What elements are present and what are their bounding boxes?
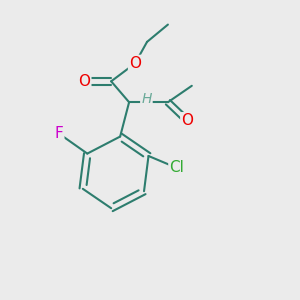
Text: F: F [55, 126, 63, 141]
Text: H: H [141, 92, 152, 106]
Text: Cl: Cl [169, 160, 184, 175]
Text: O: O [181, 113, 193, 128]
Text: O: O [129, 56, 141, 71]
Text: O: O [78, 74, 90, 89]
